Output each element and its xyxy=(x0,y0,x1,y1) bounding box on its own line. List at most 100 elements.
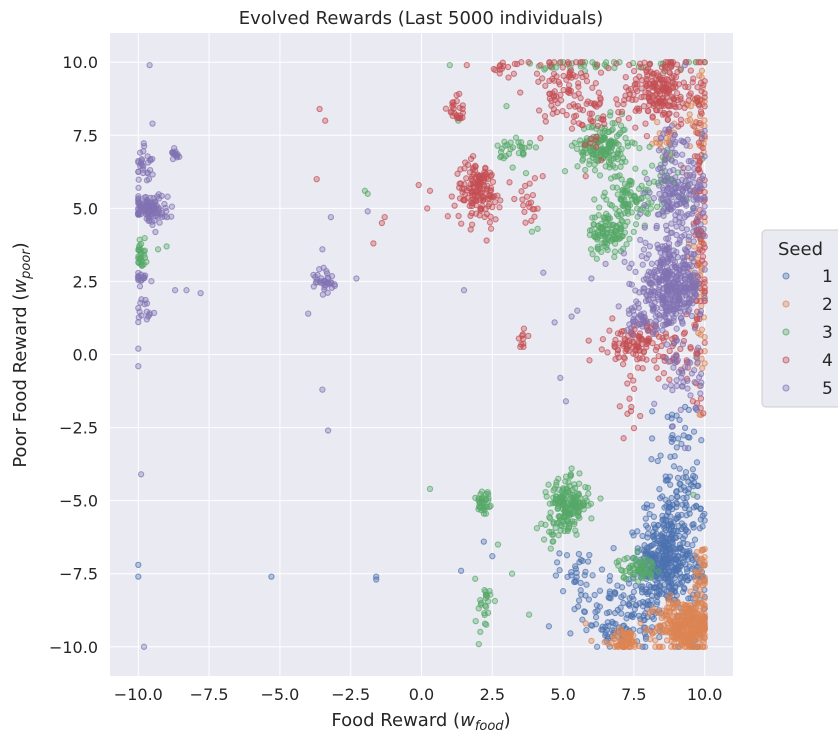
data-point xyxy=(681,574,688,581)
data-point xyxy=(586,161,593,168)
data-point xyxy=(669,256,676,264)
data-point xyxy=(667,481,674,488)
data-point xyxy=(679,619,687,627)
data-point xyxy=(696,635,703,642)
data-point xyxy=(682,468,690,476)
data-point xyxy=(522,219,529,226)
data-point xyxy=(571,521,578,528)
data-point xyxy=(149,221,156,229)
data-point xyxy=(519,145,526,152)
data-point xyxy=(316,105,323,113)
data-point xyxy=(689,398,697,405)
data-point xyxy=(700,410,707,417)
data-point xyxy=(603,229,610,237)
data-point xyxy=(562,478,569,485)
data-point xyxy=(497,197,504,204)
data-point xyxy=(635,578,642,585)
data-point xyxy=(525,200,532,207)
data-point xyxy=(135,573,142,580)
data-point xyxy=(642,627,649,634)
data-point xyxy=(593,643,601,650)
data-point xyxy=(546,514,553,521)
data-point xyxy=(662,611,669,619)
data-point xyxy=(593,143,600,150)
data-point xyxy=(634,547,641,555)
data-point xyxy=(628,209,635,216)
data-point xyxy=(545,528,553,535)
data-point xyxy=(672,104,679,111)
x-tick-label: −10.0 xyxy=(114,685,163,704)
data-point xyxy=(612,355,619,363)
data-point xyxy=(509,144,517,151)
data-point xyxy=(328,273,336,280)
data-point xyxy=(605,640,612,648)
data-point xyxy=(670,544,677,551)
data-point xyxy=(314,279,321,286)
data-point xyxy=(696,525,703,532)
data-point xyxy=(617,150,624,158)
data-point xyxy=(592,80,599,87)
data-point xyxy=(657,196,665,203)
data-point xyxy=(559,588,567,595)
data-point xyxy=(604,619,611,626)
data-point xyxy=(135,176,142,183)
data-point xyxy=(140,148,147,155)
data-point xyxy=(666,319,673,327)
data-point xyxy=(661,383,669,390)
data-point xyxy=(137,299,144,306)
data-point xyxy=(663,512,670,519)
legend-marker xyxy=(782,384,790,392)
data-point xyxy=(666,376,673,383)
data-point xyxy=(373,576,380,583)
data-point xyxy=(517,343,524,351)
data-point xyxy=(150,204,157,211)
data-point xyxy=(586,110,593,117)
data-point xyxy=(639,261,646,268)
data-point xyxy=(680,584,688,591)
data-point xyxy=(589,154,597,161)
data-point xyxy=(472,617,479,625)
data-point xyxy=(701,333,708,341)
x-tick-label: 2.5 xyxy=(480,685,505,704)
data-point xyxy=(612,336,619,344)
data-point xyxy=(598,566,606,573)
data-point xyxy=(672,555,680,563)
data-point xyxy=(641,224,648,231)
data-point xyxy=(603,210,610,217)
data-point xyxy=(684,385,691,392)
data-point xyxy=(701,232,708,240)
data-point xyxy=(673,500,681,508)
data-point xyxy=(656,485,663,493)
data-point xyxy=(690,643,698,650)
data-point xyxy=(660,285,667,292)
data-point xyxy=(663,341,671,348)
data-point xyxy=(659,327,666,334)
data-point xyxy=(690,428,698,435)
data-point xyxy=(154,246,162,253)
data-point xyxy=(674,276,681,283)
data-point xyxy=(586,551,593,559)
data-point xyxy=(675,184,682,192)
data-points xyxy=(135,59,708,650)
data-point xyxy=(699,210,706,217)
data-point xyxy=(541,113,549,120)
data-point xyxy=(477,628,484,636)
data-point xyxy=(673,61,681,68)
data-point xyxy=(700,241,707,248)
data-point xyxy=(599,626,606,633)
data-point xyxy=(622,348,629,355)
data-point xyxy=(694,616,702,623)
data-point xyxy=(701,553,708,561)
data-point xyxy=(676,541,684,548)
data-point xyxy=(491,597,499,605)
data-point xyxy=(621,187,628,194)
data-point xyxy=(685,244,692,251)
data-point xyxy=(626,280,633,288)
data-point xyxy=(482,510,490,517)
data-point xyxy=(701,117,708,124)
data-point xyxy=(520,325,528,332)
data-point xyxy=(138,258,145,266)
data-point xyxy=(143,177,151,184)
data-point xyxy=(690,75,697,82)
data-point xyxy=(565,73,573,80)
